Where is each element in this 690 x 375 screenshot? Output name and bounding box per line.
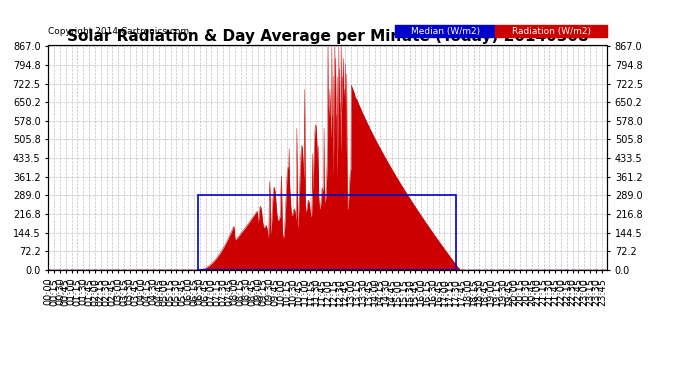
- Text: Radiation (W/m2): Radiation (W/m2): [512, 27, 591, 36]
- Bar: [198, 195, 456, 270]
- Text: Copyright 2014 Cartronics.com: Copyright 2014 Cartronics.com: [48, 27, 190, 36]
- Text: Median (W/m2): Median (W/m2): [411, 27, 480, 36]
- FancyBboxPatch shape: [495, 25, 607, 37]
- FancyBboxPatch shape: [395, 25, 495, 37]
- Title: Solar Radiation & Day Average per Minute (Today) 20140308: Solar Radiation & Day Average per Minute…: [67, 29, 589, 44]
